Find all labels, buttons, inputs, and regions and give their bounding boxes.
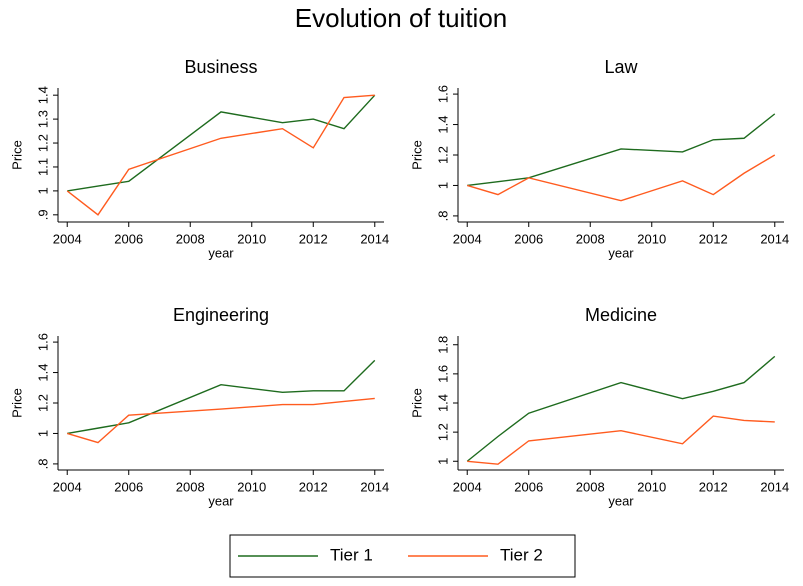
subplot-title: Medicine <box>585 305 657 325</box>
y-tick-label: 1.4 <box>35 364 50 382</box>
x-axis-label: year <box>208 245 234 260</box>
y-tick-label: .8 <box>435 210 450 221</box>
y-tick-label: 1.8 <box>435 336 450 354</box>
x-tick-label: 2014 <box>360 231 389 246</box>
x-tick-label: 2010 <box>237 231 266 246</box>
y-tick-label: 1.2 <box>435 146 450 164</box>
series-line <box>466 355 776 462</box>
x-tick-label: 2008 <box>176 479 205 494</box>
y-axis-label: Price <box>409 388 424 418</box>
y-tick-label: .9 <box>35 209 50 220</box>
series-line <box>67 397 375 444</box>
x-tick-label: 2014 <box>760 231 789 246</box>
series-line <box>467 113 776 187</box>
series-line <box>467 154 776 202</box>
x-tick-label: 2008 <box>176 231 205 246</box>
y-axis-label: Price <box>9 140 24 170</box>
x-tick-label: 2004 <box>453 231 482 246</box>
legend-label: Tier 1 <box>330 545 373 564</box>
x-tick-label: 2004 <box>53 231 82 246</box>
x-tick-label: 2006 <box>514 479 543 494</box>
subplot-title: Engineering <box>173 305 269 325</box>
x-tick-label: 2006 <box>114 479 143 494</box>
x-tick-label: 2012 <box>699 479 728 494</box>
x-tick-label: 2014 <box>360 479 389 494</box>
y-tick-label: 1.4 <box>435 116 450 134</box>
subplot-title: Business <box>184 57 257 77</box>
x-tick-label: 2010 <box>237 479 266 494</box>
y-tick-label: 1.2 <box>35 394 50 412</box>
series-line <box>67 359 376 435</box>
y-tick-label: 1.6 <box>35 333 50 351</box>
x-tick-label: 2008 <box>576 231 605 246</box>
y-axis-label: Price <box>9 388 24 418</box>
y-tick-label: 1 <box>435 458 450 465</box>
y-tick-label: 1.4 <box>435 394 450 412</box>
y-tick-label: 1 <box>435 182 450 189</box>
x-tick-label: 2014 <box>760 479 789 494</box>
x-axis-label: year <box>608 493 634 508</box>
x-tick-label: 2004 <box>53 479 82 494</box>
series-line <box>67 94 376 192</box>
y-tick-label: .8 <box>35 458 50 469</box>
y-tick-label: 1 <box>35 187 50 194</box>
series-line <box>66 94 375 216</box>
x-tick-label: 2012 <box>299 479 328 494</box>
y-tick-label: 1.2 <box>435 423 450 441</box>
x-tick-label: 2008 <box>576 479 605 494</box>
x-tick-label: 2006 <box>514 231 543 246</box>
x-axis-label: year <box>208 493 234 508</box>
y-tick-label: 1.6 <box>435 365 450 383</box>
legend-label: Tier 2 <box>500 545 543 564</box>
y-axis-label: Price <box>409 140 424 170</box>
y-tick-label: 1.2 <box>35 134 50 152</box>
x-tick-label: 2010 <box>637 231 666 246</box>
y-tick-label: 1.4 <box>35 86 50 104</box>
series-line <box>467 415 775 465</box>
x-tick-label: 2010 <box>637 479 666 494</box>
x-tick-label: 2006 <box>114 231 143 246</box>
x-tick-label: 2012 <box>699 231 728 246</box>
subplot-title: Law <box>604 57 638 77</box>
x-axis-label: year <box>608 245 634 260</box>
y-tick-label: 1.3 <box>35 110 50 128</box>
x-tick-label: 2004 <box>453 479 482 494</box>
y-tick-label: 1.1 <box>35 158 50 176</box>
y-tick-label: 1 <box>35 430 50 437</box>
y-tick-label: 1.6 <box>435 85 450 103</box>
chart-title: Evolution of tuition <box>295 3 507 33</box>
x-tick-label: 2012 <box>299 231 328 246</box>
